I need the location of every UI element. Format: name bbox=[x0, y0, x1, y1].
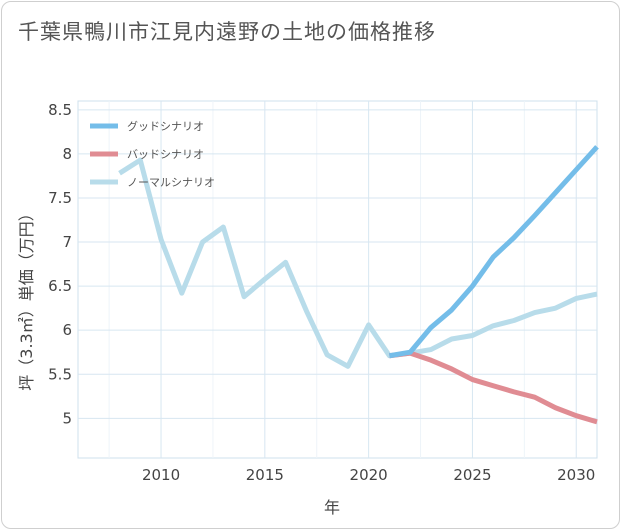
y-tick-label: 6 bbox=[62, 321, 72, 339]
y-tick-label: 8.5 bbox=[48, 101, 72, 119]
series-line-2 bbox=[118, 157, 598, 369]
y-tick-label: 6.5 bbox=[48, 277, 72, 295]
chart-title: 千葉県鴨川市江見内遠野の土地の価格推移 bbox=[18, 20, 436, 44]
series-lines bbox=[118, 145, 599, 425]
y-axis-label: 坪（3.3㎡）単価（万円） bbox=[17, 205, 36, 390]
plot-frame bbox=[77, 100, 598, 459]
series-line-0 bbox=[388, 145, 599, 359]
y-tick-label: 5.5 bbox=[48, 365, 72, 383]
axis-ticks: 2010 2015 2020 2025 2030 5 5.5 6 6.5 7 7.5 8 8.5 bbox=[48, 101, 595, 484]
x-tick-label: 2025 bbox=[453, 466, 491, 484]
x-tick-label: 2030 bbox=[557, 466, 595, 484]
legend-label: バッドシナリオ bbox=[127, 148, 204, 161]
legend-label: ノーマルシナリオ bbox=[127, 176, 215, 189]
x-tick-label: 2010 bbox=[142, 466, 180, 484]
x-axis-label: 年 bbox=[324, 498, 340, 517]
y-tick-label: 7 bbox=[62, 233, 72, 251]
y-tick-label: 5 bbox=[62, 409, 72, 427]
legend-label: グッドシナリオ bbox=[127, 119, 204, 133]
x-tick-label: 2015 bbox=[246, 466, 284, 484]
y-tick-label: 8 bbox=[62, 145, 72, 163]
x-tick-label: 2020 bbox=[350, 466, 388, 484]
series-line-1 bbox=[389, 350, 598, 425]
y-tick-label: 7.5 bbox=[48, 189, 72, 207]
